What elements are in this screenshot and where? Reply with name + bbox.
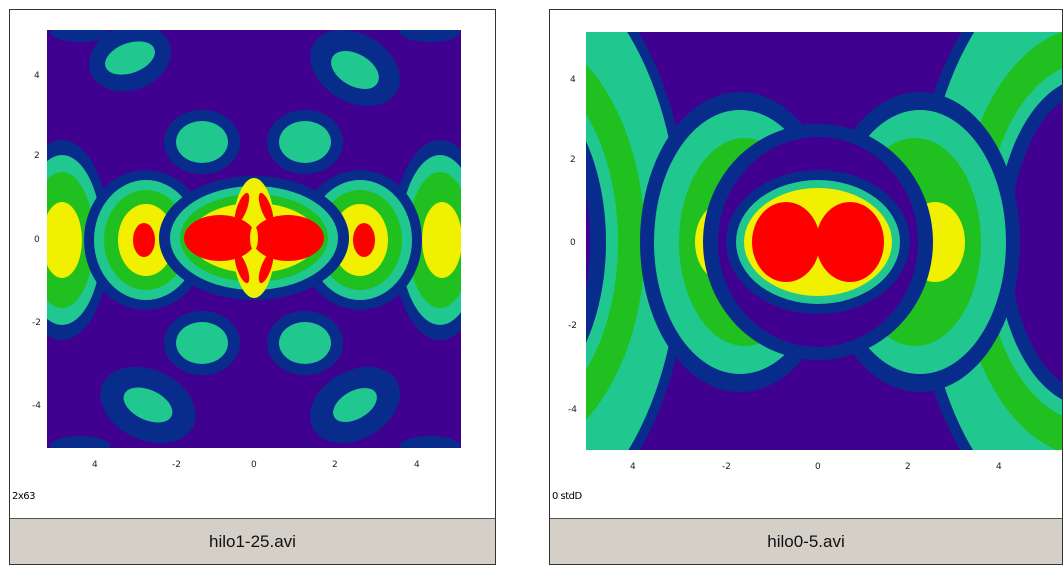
video-filename: hilo0-5.avi bbox=[767, 531, 845, 551]
y-tick-label: -2 bbox=[568, 321, 577, 331]
y-tick-label: 4 bbox=[34, 71, 40, 81]
y-tick-label: 0 bbox=[570, 238, 576, 248]
core-right bbox=[816, 202, 884, 282]
x-tick-label: 4 bbox=[630, 462, 636, 472]
x-axis-ticks-right: 4 -2 0 2 4 bbox=[630, 462, 1002, 472]
y-tick-label: 2 bbox=[34, 151, 40, 161]
video-caption-bar[interactable]: hilo0-5.avi bbox=[550, 518, 1062, 564]
x-axis-ticks-left: 4 -2 0 2 4 bbox=[92, 460, 420, 470]
x-tick-label: 4 bbox=[414, 460, 420, 470]
x-tick-label: 2 bbox=[905, 462, 911, 472]
contour-field-left bbox=[47, 30, 461, 448]
core-left bbox=[184, 215, 256, 261]
x-tick-label: 0 bbox=[815, 462, 821, 472]
x-tick-label: 0 bbox=[251, 460, 257, 470]
contour-plot-right: 4 -2 0 2 4 4 2 0 -2 -4 bbox=[568, 32, 1062, 472]
x-tick-label: -2 bbox=[172, 460, 181, 470]
core-right bbox=[252, 215, 324, 261]
video-panel-left[interactable]: 4 -2 0 2 4 4 2 0 -2 -4 2x63 hilo1-25.avi bbox=[9, 9, 496, 565]
video-filename: hilo1-25.avi bbox=[209, 531, 296, 551]
y-tick-label: 2 bbox=[570, 155, 576, 165]
x-tick-label: -2 bbox=[722, 462, 731, 472]
y-tick-label: -4 bbox=[32, 401, 41, 411]
video-panel-right[interactable]: 4 -2 0 2 4 4 2 0 -2 -4 0 stdD hilo0-5.av… bbox=[549, 9, 1063, 565]
contour-plot-left: 4 -2 0 2 4 4 2 0 -2 -4 bbox=[32, 30, 461, 470]
x-tick-label: 4 bbox=[92, 460, 98, 470]
y-tick-label: 4 bbox=[570, 75, 576, 85]
y-axis-ticks-left: 4 2 0 -2 -4 bbox=[32, 71, 41, 411]
y-tick-label: 0 bbox=[34, 235, 40, 245]
video-caption-bar[interactable]: hilo1-25.avi bbox=[10, 518, 495, 564]
x-tick-label: 4 bbox=[996, 462, 1002, 472]
scale-label: 0 stdD bbox=[552, 491, 582, 502]
scale-label: 2x63 bbox=[12, 491, 36, 502]
x-tick-label: 2 bbox=[332, 460, 338, 470]
y-tick-label: -2 bbox=[32, 318, 41, 328]
core-left bbox=[752, 202, 820, 282]
y-axis-ticks-right: 4 2 0 -2 -4 bbox=[568, 75, 577, 415]
y-tick-label: -4 bbox=[568, 405, 577, 415]
contour-field-right bbox=[586, 32, 1062, 450]
